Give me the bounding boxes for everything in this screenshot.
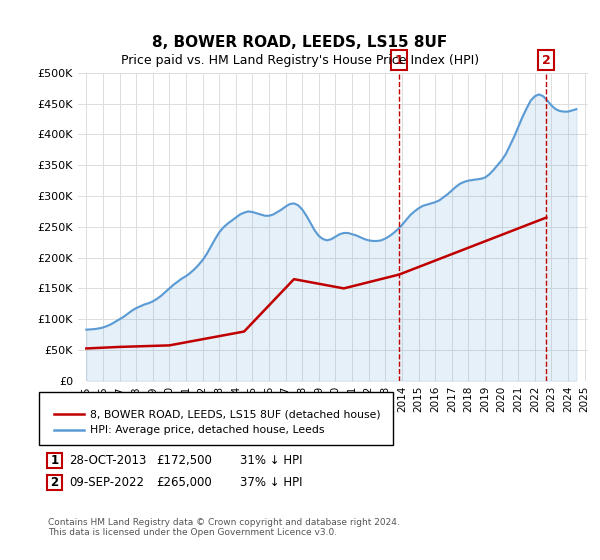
Text: £172,500: £172,500 — [156, 454, 212, 467]
Text: 31% ↓ HPI: 31% ↓ HPI — [240, 454, 302, 467]
Text: 37% ↓ HPI: 37% ↓ HPI — [240, 476, 302, 489]
Text: £265,000: £265,000 — [156, 476, 212, 489]
Text: 8, BOWER ROAD, LEEDS, LS15 8UF: 8, BOWER ROAD, LEEDS, LS15 8UF — [152, 35, 448, 50]
Text: 09-SEP-2022: 09-SEP-2022 — [69, 476, 144, 489]
Text: Contains HM Land Registry data © Crown copyright and database right 2024.
This d: Contains HM Land Registry data © Crown c… — [48, 518, 400, 538]
Text: Price paid vs. HM Land Registry's House Price Index (HPI): Price paid vs. HM Land Registry's House … — [121, 54, 479, 67]
Text: 1: 1 — [395, 54, 403, 67]
Text: 2: 2 — [50, 476, 59, 489]
Text: 28-OCT-2013: 28-OCT-2013 — [69, 454, 146, 467]
Text: HPI: Average price, detached house, Leeds: HPI: Average price, detached house, Leed… — [90, 424, 325, 435]
Text: 8, BOWER ROAD, LEEDS, LS15 8UF (detached house): 8, BOWER ROAD, LEEDS, LS15 8UF (detached… — [90, 409, 380, 419]
Text: 1: 1 — [50, 454, 59, 467]
Text: 2: 2 — [542, 54, 551, 67]
